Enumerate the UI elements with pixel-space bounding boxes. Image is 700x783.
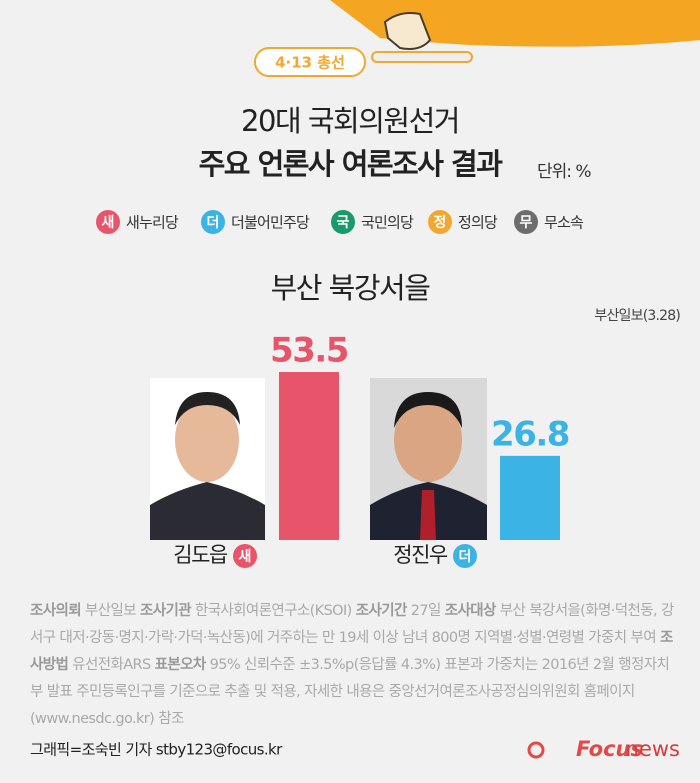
subtitle: 주요 언론사 여론조사 결과 xyxy=(199,147,504,181)
value-label: 53.5 xyxy=(270,331,348,371)
party-tag-text: 새 xyxy=(239,549,252,565)
footnote-label: 조사방법 xyxy=(30,630,673,673)
legend-label: 무소속 xyxy=(544,214,584,232)
value-label: 26.8 xyxy=(491,414,569,454)
photo xyxy=(370,378,487,540)
footnote: 조사의뢰 부산일보 조사기관 한국사회여론연구소(KSOI) 조사기간 27일 … xyxy=(30,598,680,733)
photo xyxy=(150,378,265,540)
legend-icon xyxy=(428,210,452,234)
footnote-text: 한국사회여론연구소(KSOI) xyxy=(194,603,352,619)
footnote-text: 27일 xyxy=(410,603,442,619)
logo: news xyxy=(626,737,680,761)
region: 부산 북강서을 xyxy=(271,271,431,305)
legend-icon xyxy=(331,210,355,234)
ballot-slot xyxy=(371,51,473,63)
footnote-label: 조사의뢰 xyxy=(30,603,82,619)
legend-icon-text: 국 xyxy=(337,215,350,231)
legend-label: 국민의당 xyxy=(361,214,414,232)
footnote-label: 조사기간 xyxy=(355,603,408,619)
party-tag xyxy=(233,544,257,568)
legend-label: 정의당 xyxy=(458,214,498,232)
badge-text: 4·13 총선 xyxy=(275,54,345,72)
party-tag-text: 더 xyxy=(459,549,472,565)
footnote-label: 조사기관 xyxy=(139,603,192,619)
legend-label: 더불어민주당 xyxy=(231,214,310,232)
legend-icon xyxy=(96,210,120,234)
credit: 그래픽=조숙빈 기자 stby123@focus.kr xyxy=(30,741,283,759)
footnote-text: 95% 신뢰수준 ±3.5%p(응답률 4.3%) 표본과 가중치는 2016년… xyxy=(30,657,670,727)
logo-mark xyxy=(527,741,545,759)
legend-icon-text: 더 xyxy=(207,215,220,231)
legend-icon-text: 정 xyxy=(434,214,447,231)
legend-icon-text: 무 xyxy=(520,215,533,231)
bar xyxy=(500,455,560,540)
footnote-text: 부산 북강서을(화명·덕천동, 강서구 대저·강동·명지·가락·가덕·녹산동)에… xyxy=(30,603,674,646)
logo: Focus xyxy=(576,737,643,761)
legend-icon-text: 새 xyxy=(102,215,115,231)
hand xyxy=(383,12,432,50)
footnote-label: 표본오차 xyxy=(154,657,207,673)
legend-icon xyxy=(514,210,538,234)
candidate-name: 김도읍 xyxy=(173,543,228,567)
candidate-name: 정진우 xyxy=(393,543,448,567)
party-tag xyxy=(453,544,477,568)
bar xyxy=(279,372,339,540)
source: 부산일보(3.28) xyxy=(594,308,680,324)
footnote-text: 유선전화ARS xyxy=(72,657,151,673)
badge xyxy=(254,47,366,77)
unit: 단위: % xyxy=(537,162,591,182)
footnote-label: 조사대상 xyxy=(444,603,497,619)
footnote-text: 부산일보 xyxy=(84,603,137,619)
title: 20대 국회의원선거 xyxy=(241,104,459,138)
legend-icon xyxy=(201,210,225,234)
legend-label: 새누리당 xyxy=(126,214,179,232)
